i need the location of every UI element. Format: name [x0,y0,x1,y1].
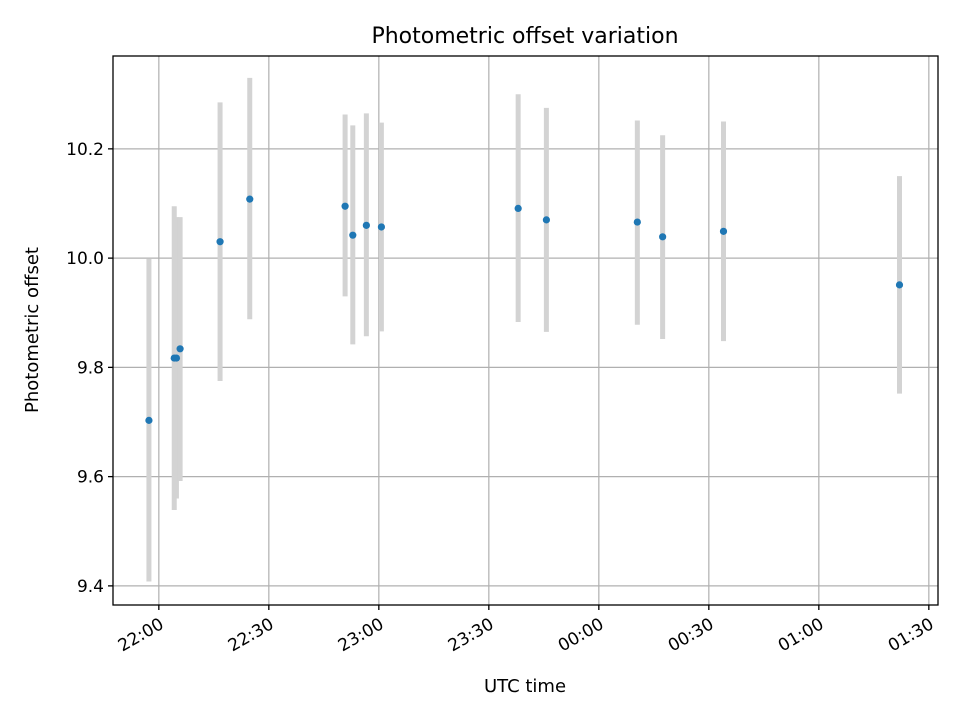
y-tick-label: 9.6 [77,468,104,488]
data-point [145,416,153,424]
y-ticks: 9.4 9.6 9.8 10.0 10.2 [66,140,113,597]
data-point [341,202,349,210]
data-point [542,216,551,224]
data-point [633,218,641,226]
data-point [719,227,728,235]
data-point [216,238,224,246]
data-point [246,195,254,203]
data-point [377,223,385,231]
data-point [176,345,184,353]
data-point [362,221,370,229]
y-tick-label: 10.2 [66,140,104,160]
data-point [349,231,357,239]
y-tick-label: 9.4 [77,577,104,597]
data-point [895,281,904,289]
y-tick-label: 9.8 [77,358,104,378]
data-point [659,233,667,241]
y-tick-label: 10.0 [66,249,104,269]
data-point [172,354,181,362]
x-axis-label: UTC time [484,676,566,697]
data-points [145,195,904,424]
plot-frame [112,55,939,606]
chart-title: Photometric offset variation [371,24,678,49]
data-point [514,204,522,213]
y-axis-label: Photometric offset [22,247,43,413]
